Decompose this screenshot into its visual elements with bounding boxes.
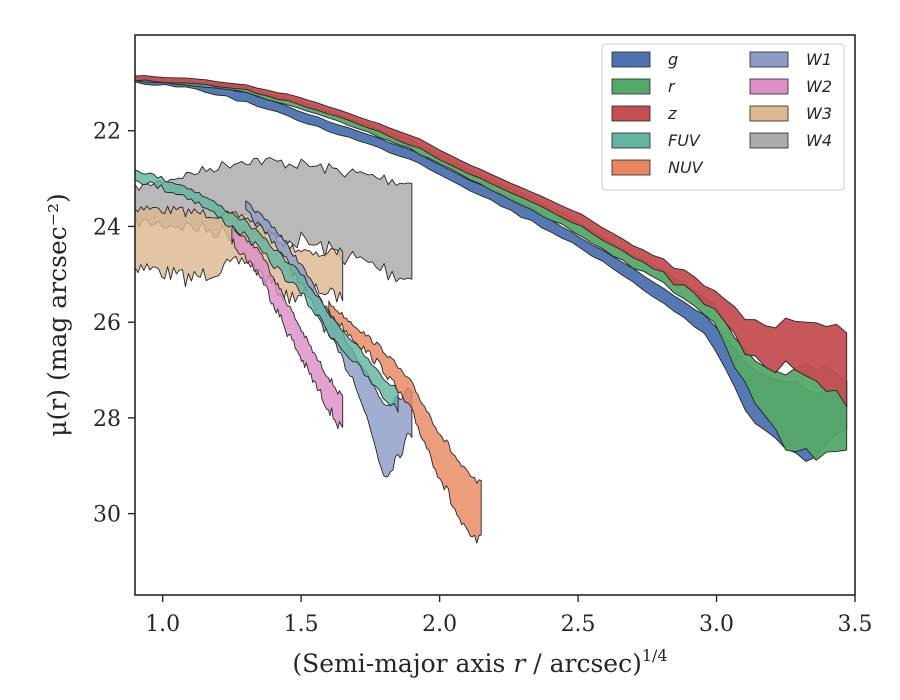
band-w2 bbox=[231, 225, 344, 430]
profile-bands bbox=[135, 75, 848, 544]
x-axis-ticks: 1.0 1.5 2.0 2.5 3.0 3.5 bbox=[145, 595, 873, 637]
band-fuv bbox=[135, 169, 399, 413]
x-axis-label-text: (Semi-major axis bbox=[292, 649, 505, 678]
x-tick-label: 3.0 bbox=[699, 612, 734, 637]
x-tick-label: 2.0 bbox=[422, 612, 457, 637]
legend-swatch-w3 bbox=[749, 105, 789, 122]
legend-label-fuv: FUV bbox=[668, 131, 701, 150]
x-tick-label: 1.5 bbox=[284, 612, 319, 637]
y-tick-label: 24 bbox=[93, 215, 121, 240]
legend-label-w3: W3 bbox=[806, 104, 832, 123]
y-axis-label: μ(r) (mag arcsec⁻²) bbox=[43, 193, 72, 436]
x-tick-label: 2.5 bbox=[561, 612, 596, 637]
y-tick-label: 30 bbox=[93, 503, 121, 528]
y-axis-ticks: 22 24 26 28 30 bbox=[93, 120, 135, 528]
legend-label-nuv: NUV bbox=[668, 158, 704, 177]
plot-frame bbox=[134, 34, 856, 596]
x-axis-label: (Semi-major axis r / arcsec)1/4 bbox=[292, 646, 667, 678]
y-tick-label: 22 bbox=[93, 120, 121, 145]
legend-label-g: g bbox=[668, 50, 678, 69]
legend-swatch-fuv bbox=[611, 132, 651, 149]
legend-swatch-r bbox=[611, 78, 651, 95]
legend-label-w1: W1 bbox=[806, 50, 832, 69]
y-tick-label: 28 bbox=[93, 407, 121, 432]
legend-swatch-nuv bbox=[611, 159, 651, 176]
legend-swatch-w1 bbox=[749, 51, 789, 68]
legend-label-r: r bbox=[668, 77, 676, 96]
legend: grz FUV NUV W1 W2 W3 W4 bbox=[601, 43, 845, 191]
x-tick-label: 1.0 bbox=[145, 612, 180, 637]
band-z bbox=[135, 75, 848, 408]
legend-label-z: z bbox=[667, 104, 677, 123]
legend-swatch-w4 bbox=[749, 132, 789, 149]
legend-label-w4: W4 bbox=[806, 131, 832, 150]
legend-swatch-g bbox=[611, 51, 651, 68]
x-axis-label-sup: 1/4 bbox=[642, 646, 668, 665]
legend-label-w2: W2 bbox=[806, 77, 832, 96]
x-axis-label-unit: / arcsec) bbox=[533, 649, 642, 678]
x-tick-label: 3.5 bbox=[838, 612, 873, 637]
y-tick-label: 26 bbox=[93, 311, 121, 336]
band-nuv bbox=[328, 300, 482, 544]
legend-swatch-z bbox=[611, 105, 651, 122]
legend-swatch-w2 bbox=[749, 78, 789, 95]
x-axis-label-var: r bbox=[513, 649, 527, 678]
